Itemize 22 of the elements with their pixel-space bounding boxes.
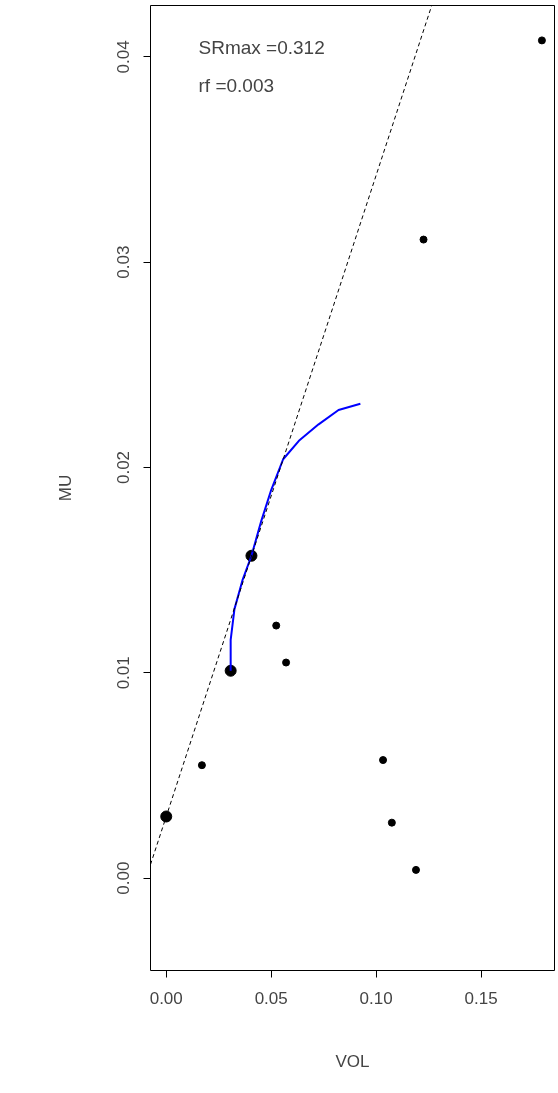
x-tick-label: 0.05 xyxy=(254,988,288,1008)
point xyxy=(160,810,173,823)
point xyxy=(419,235,428,244)
point xyxy=(282,658,291,667)
y-tick-label: 0.03 xyxy=(114,245,134,279)
point xyxy=(411,865,420,874)
y-tick-label: 0.04 xyxy=(114,40,134,74)
x-tick-label: 0.15 xyxy=(464,988,498,1008)
y-tick-label: 0.00 xyxy=(114,861,134,895)
y-tick-label: 0.02 xyxy=(114,450,134,485)
x-axis-title: VOL xyxy=(335,1051,370,1071)
annotation: SRmax =0.312 xyxy=(198,36,325,58)
y-axis-title: MU xyxy=(55,474,75,502)
y-tick-label: 0.01 xyxy=(114,656,134,690)
point xyxy=(272,621,281,630)
point xyxy=(387,818,396,827)
point xyxy=(197,761,206,770)
point xyxy=(379,756,388,765)
x-tick-label: 0.00 xyxy=(149,988,183,1008)
point xyxy=(537,36,546,45)
x-tick-label: 0.10 xyxy=(359,988,393,1008)
annotation: rf =0.003 xyxy=(198,74,275,96)
